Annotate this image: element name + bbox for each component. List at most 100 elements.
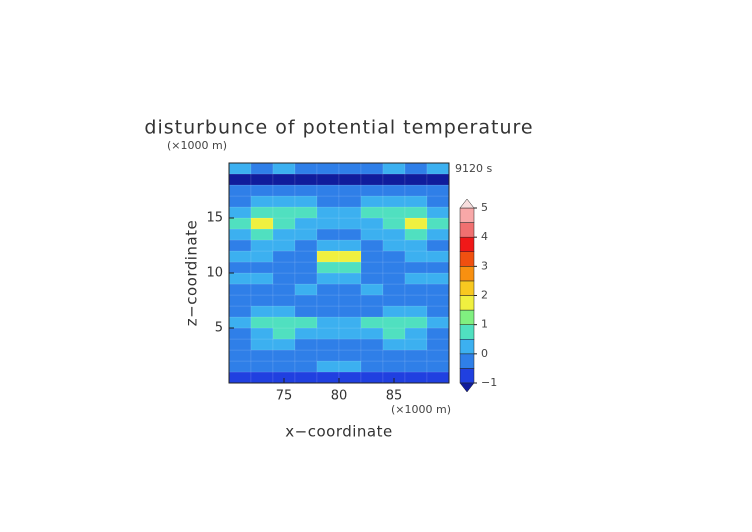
- cell: [228, 195, 252, 208]
- cell: [360, 327, 384, 340]
- cell: [382, 338, 406, 351]
- cell: [316, 371, 340, 384]
- cell: [404, 360, 428, 373]
- cell: [404, 283, 428, 296]
- cell: [426, 360, 450, 373]
- cell: [382, 272, 406, 285]
- cell: [382, 316, 406, 329]
- cell: [316, 173, 340, 186]
- cell: [294, 206, 318, 219]
- cell: [316, 206, 340, 219]
- cell: [228, 162, 252, 175]
- cell: [316, 349, 340, 362]
- cell: [228, 239, 252, 252]
- cell: [404, 305, 428, 318]
- cell: [360, 338, 384, 351]
- cell: [272, 184, 296, 197]
- colorbar-box: [459, 207, 475, 223]
- cell: [316, 283, 340, 296]
- cell: [360, 184, 384, 197]
- cell: [426, 195, 450, 208]
- cell: [316, 250, 340, 263]
- cell: [404, 371, 428, 384]
- cell: [228, 261, 252, 274]
- cell: [316, 162, 340, 175]
- colorbar-box: [459, 309, 475, 325]
- y-unit: (×1000 m): [167, 139, 227, 152]
- cell: [426, 294, 450, 307]
- cell: [360, 162, 384, 175]
- cell: [338, 371, 362, 384]
- colorbar-box: [459, 222, 475, 238]
- cell: [338, 217, 362, 230]
- cell: [294, 294, 318, 307]
- cell: [228, 272, 252, 285]
- colorbar-tick-label: 0: [481, 347, 488, 360]
- cell: [316, 261, 340, 274]
- cell: [228, 305, 252, 318]
- cell: [382, 173, 406, 186]
- cell: [228, 206, 252, 219]
- cell: [338, 261, 362, 274]
- cell: [360, 294, 384, 307]
- colorbar-tick-label: 4: [481, 230, 488, 243]
- cell: [426, 283, 450, 296]
- cell: [316, 239, 340, 252]
- cell: [228, 173, 252, 186]
- cell: [228, 338, 252, 351]
- cell: [360, 316, 384, 329]
- cell: [338, 283, 362, 296]
- cell: [382, 261, 406, 274]
- colorbar-tick-label: 3: [481, 259, 488, 272]
- cell: [360, 206, 384, 219]
- cell: [294, 184, 318, 197]
- field: [228, 162, 450, 384]
- cell: [250, 305, 274, 318]
- cell: [382, 184, 406, 197]
- cell: [228, 360, 252, 373]
- cell: [250, 349, 274, 362]
- cell: [404, 338, 428, 351]
- cell: [360, 349, 384, 362]
- cell: [360, 283, 384, 296]
- chart-title: disturbunce of potential temperature: [144, 117, 533, 139]
- cell: [382, 327, 406, 340]
- cell: [426, 349, 450, 362]
- cell: [250, 173, 274, 186]
- cell: [404, 195, 428, 208]
- cell: [404, 349, 428, 362]
- cell: [426, 272, 450, 285]
- cell: [250, 250, 274, 263]
- cell: [228, 349, 252, 362]
- cell: [272, 338, 296, 351]
- cell: [294, 261, 318, 274]
- cell: [382, 360, 406, 373]
- cell: [250, 217, 274, 230]
- cell: [426, 338, 450, 351]
- cell: [316, 272, 340, 285]
- cell: [338, 206, 362, 219]
- cell: [404, 239, 428, 252]
- x-axis-label: x−coordinate: [285, 423, 392, 441]
- cell: [382, 206, 406, 219]
- cell: [426, 305, 450, 318]
- cell: [294, 195, 318, 208]
- cell: [294, 250, 318, 263]
- cell: [360, 272, 384, 285]
- cell: [228, 316, 252, 329]
- cell: [250, 294, 274, 307]
- cell: [426, 228, 450, 241]
- cell: [404, 261, 428, 274]
- cell: [360, 371, 384, 384]
- colorbar-box: [459, 266, 475, 282]
- cell: [382, 217, 406, 230]
- cell: [426, 173, 450, 186]
- cell: [404, 173, 428, 186]
- cell: [360, 250, 384, 263]
- cell: [294, 162, 318, 175]
- cell: [228, 327, 252, 340]
- cell: [294, 338, 318, 351]
- time-label: 9120 s: [455, 162, 492, 175]
- cell: [338, 316, 362, 329]
